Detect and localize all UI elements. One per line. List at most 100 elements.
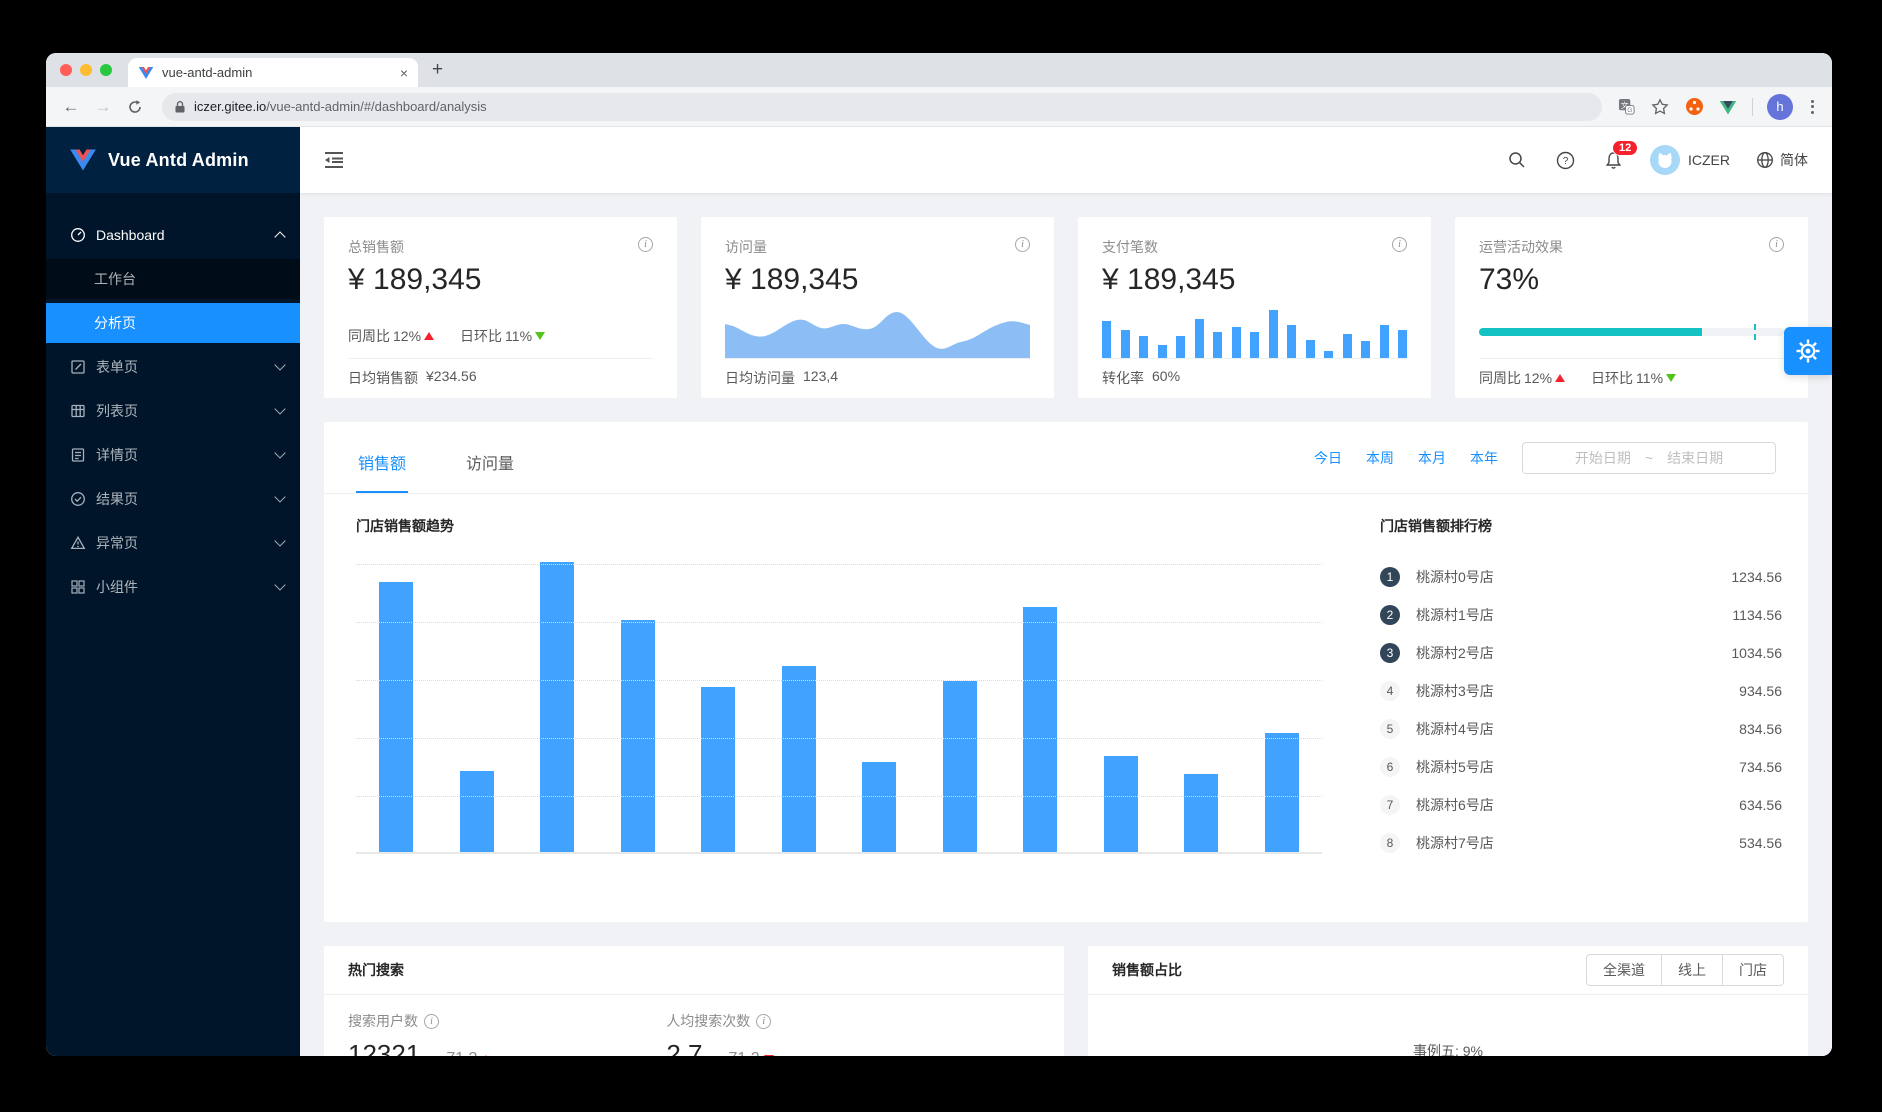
user-avatar [1650,145,1680,175]
globe-icon [1757,152,1773,168]
rank-badge: 2 [1380,605,1400,625]
sidebar-item-list[interactable]: 列表页 [46,391,300,431]
radio-all-channels[interactable]: 全渠道 [1586,954,1662,986]
settings-fab-button[interactable] [1784,327,1832,375]
notification-bell-icon[interactable]: 12 [1602,140,1639,171]
card-value: ¥ 189,345 [725,263,859,296]
rank-name: 桃源村2号店 [1416,645,1494,661]
svg-text:文: 文 [1620,100,1628,110]
info-icon[interactable]: i [424,1013,439,1029]
language-switcher[interactable]: 简体 [1756,150,1808,170]
link-month[interactable]: 本月 [1418,449,1446,466]
browser-menu-icon[interactable] [1807,99,1818,114]
link-year[interactable]: 本年 [1470,449,1498,466]
progress-target-marker [1753,324,1756,340]
block-icon [71,580,85,594]
rank-name: 桃源村3号店 [1416,683,1494,699]
user-menu[interactable]: ICZER [1650,145,1730,175]
pie-partial-label: 事例五: 9% [1412,1043,1483,1056]
info-icon[interactable]: i [638,237,653,252]
rank-row: 1 桃源村0号店 1234.56 [1380,558,1782,596]
search-users-stat: 搜索用户数 i 12321 71.2 [348,1011,666,1056]
caret-down-icon [1666,374,1677,382]
caret-up-icon [481,1055,492,1056]
reload-icon[interactable] [122,94,148,120]
svg-text:?: ? [1562,156,1568,167]
rank-value: 834.56 [1739,721,1782,737]
info-icon[interactable]: i [1769,237,1784,252]
sidebar-item-dashboard[interactable]: Dashboard [46,215,300,255]
sidebar-item-detail[interactable]: 详情页 [46,435,300,475]
extension-orange-icon[interactable] [1684,97,1704,117]
gridline [356,738,1322,739]
search-icon[interactable] [1506,149,1528,171]
rank-badge: 6 [1380,757,1400,777]
gridline [356,622,1322,623]
url-text: iczer.gitee.io/vue-antd-admin/#/dashboar… [194,99,487,114]
back-icon[interactable]: ← [62,96,80,116]
info-icon[interactable]: i [1015,237,1030,252]
mini-bar [1176,336,1185,358]
tab-close-icon[interactable]: × [399,64,408,81]
mini-bar [1379,325,1389,358]
radio-online[interactable]: 线上 [1661,954,1723,986]
trend-value: 11% [1636,370,1664,386]
date-range-picker[interactable]: 开始日期 ~ 结束日期 [1522,441,1776,474]
sidebar-item-result[interactable]: 结果页 [46,479,300,519]
link-week[interactable]: 本周 [1366,449,1394,466]
card-title: 运营活动效果 [1479,239,1563,255]
link-today[interactable]: 今日 [1314,449,1342,466]
bar [1184,774,1219,852]
help-icon[interactable]: ? [1554,149,1576,171]
stat-value: 2.7 [666,1039,703,1056]
bar [1023,607,1058,852]
tab-visits[interactable]: 访问量 [466,456,515,473]
sidebar-label-dashboard: Dashboard [96,227,165,243]
sidebar-item-workbench[interactable]: 工作台 [46,259,300,299]
app-logo[interactable]: Vue Antd Admin [46,127,300,193]
rank-badge: 5 [1380,719,1400,739]
url-bar[interactable]: iczer.gitee.io/vue-antd-admin/#/dashboar… [162,92,1602,121]
close-window-button[interactable] [60,64,72,76]
trend-value: 12% [393,328,422,344]
new-tab-button[interactable]: + [432,59,444,80]
info-icon[interactable]: i [756,1013,772,1029]
dashboard-content: 总销售额 i ¥ 189,345 同周比 12% 日环比 11% [300,193,1832,1056]
info-icon[interactable]: i [1392,237,1407,252]
chevron-down-icon [274,403,286,415]
sidebar-item-form[interactable]: 表单页 [46,347,300,387]
sidebar-item-analysis[interactable]: 分析页 [46,303,300,343]
forward-icon[interactable]: → [94,96,112,116]
profile-icon [71,448,85,462]
browser-profile-avatar[interactable]: h [1767,93,1793,120]
menu-fold-icon[interactable] [324,151,344,169]
chevron-down-icon [274,579,286,591]
vue-devtools-icon[interactable] [1718,97,1738,117]
hot-search-card: 热门搜索 搜索用户数 i 12321 71.2 [324,946,1064,1056]
mini-bar [1250,332,1259,358]
quick-range-links: 今日 本周 本月 本年 [1314,448,1498,468]
url-path: /vue-antd-admin/#/dashboard/analysis [266,99,487,114]
reload-glyph [129,99,141,113]
footer-label: 日均销售额 [348,370,418,386]
range-separator: ~ [1644,449,1654,466]
card-footer: 日均销售额 ¥234.56 [348,358,653,398]
sidebar-item-widgets[interactable]: 小组件 [46,567,300,607]
trend-label: 同周比 [348,328,390,344]
notification-badge: 12 [1612,140,1639,156]
browser-tab[interactable]: vue-antd-admin × [128,58,418,87]
maximize-window-button[interactable] [100,64,112,76]
channel-radio-group: 全渠道 线上 门店 [1586,954,1784,986]
app-title: Vue Antd Admin [108,149,249,170]
bar [862,762,897,852]
vue-favicon [138,66,154,79]
sidebar-item-exception[interactable]: 异常页 [46,523,300,563]
bookmark-star-icon[interactable] [1650,97,1670,117]
minimize-window-button[interactable] [80,64,92,76]
sales-ratio-title: 销售额占比 [1112,962,1182,978]
gridline [356,680,1322,681]
radio-stores[interactable]: 门店 [1722,954,1784,986]
tab-sales[interactable]: 销售额 [356,428,409,493]
